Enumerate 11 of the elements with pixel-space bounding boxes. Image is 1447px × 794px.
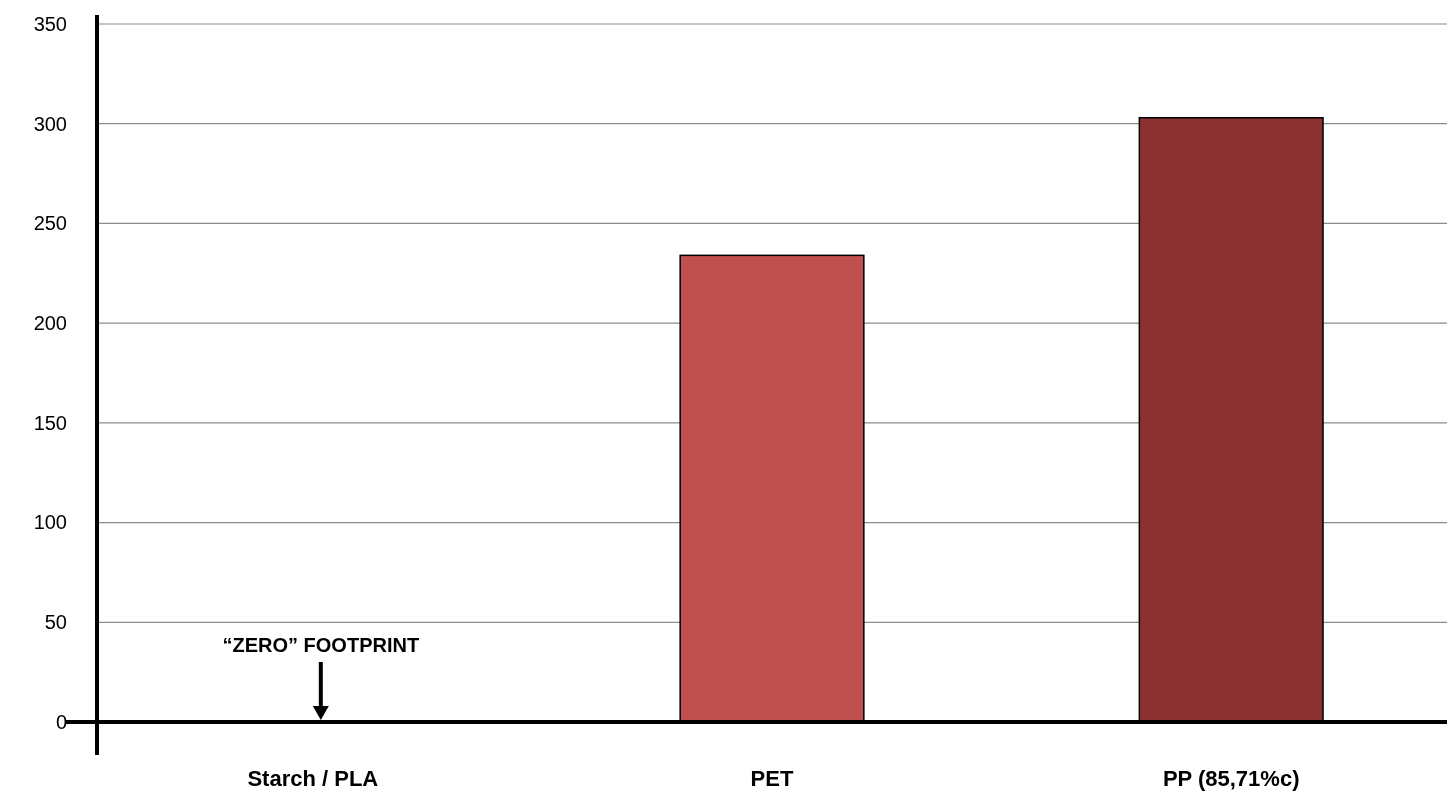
annotation: “ZERO” FOOTPRINT <box>222 634 420 657</box>
y-tick-label: 250 <box>33 212 67 235</box>
y-tick-label: 300 <box>33 112 67 135</box>
x-tick-label: Starch / PLA <box>247 765 379 791</box>
y-tick-label: 100 <box>33 511 67 534</box>
x-tick-label: PET <box>750 765 794 791</box>
y-tick-label: 350 <box>33 12 67 35</box>
y-tick-label: 150 <box>33 411 67 434</box>
x-tick-label: PP (85,71%c) <box>1162 765 1300 791</box>
y-tick-label: 200 <box>33 312 67 335</box>
y-tick-label: 50 <box>44 611 67 634</box>
